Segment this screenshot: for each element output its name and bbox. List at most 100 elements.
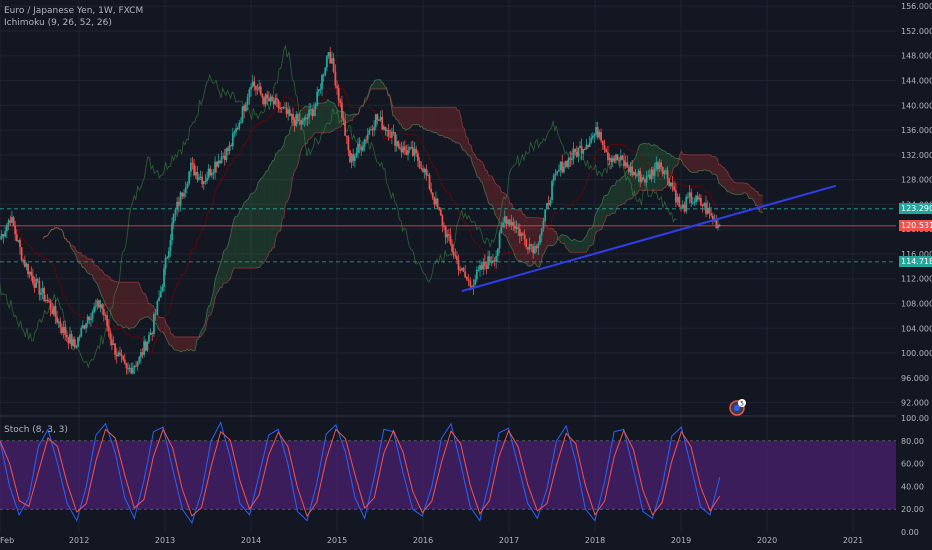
cloud-segment [82,255,84,268]
cloud-segment [554,231,557,245]
candle-body [374,114,377,127]
candle-body [259,86,262,95]
cloud-segment [566,235,568,249]
candle-body [293,120,296,126]
cloud-segment [246,199,249,269]
candle-body [537,243,540,249]
candle-body [503,216,506,223]
cloud-segment [177,336,180,351]
candle-body [502,222,504,228]
candle-body [171,223,173,241]
candle-body [120,354,123,356]
cloud-segment [483,164,486,194]
cloud-segment [702,154,705,171]
trendline[interactable] [461,184,837,293]
cloud-segment [498,185,500,224]
candle-body [623,160,625,167]
candle-body [202,181,205,185]
candle-body [352,154,355,161]
cloud-segment [707,154,709,172]
candle-body [451,243,453,252]
candle-body [705,202,707,214]
candle-body [395,141,398,146]
candle-body [680,206,682,208]
candle-body [251,81,254,87]
candle-body [430,188,433,193]
stoch-legend[interactable]: Stoch (8, 3, 3) [4,425,68,435]
candle-body [295,114,298,126]
ichimoku-legend[interactable]: Ichimoku (9, 26, 52, 26) [4,18,112,28]
candle-body [290,113,293,116]
candle-body [618,160,621,162]
candle-body [220,156,223,164]
cloud-segment [148,303,151,319]
cloud-segment [567,236,570,252]
cloud-segment [327,99,330,133]
cloud-segment [275,152,278,238]
cloud-segment [190,336,192,351]
candle-body [371,129,374,131]
cloud-segment [514,209,517,260]
candle-body [577,147,580,157]
cloud-segment [283,136,286,218]
price-level-lines [0,208,896,263]
cloud-segment [292,119,295,179]
cloud-segment [233,216,236,269]
price-axis[interactable]: 156.000 152.000 148.000 144.000 140.000 136.0… [901,2,932,537]
cloud-segment [459,110,461,146]
candle-body [710,213,713,216]
candle-body [250,86,252,90]
candle-body [700,197,702,205]
cloud-segment [321,103,324,133]
price-tick-label: 96.000 [901,374,929,383]
cloud-segment [581,240,584,253]
cloud-segment [266,170,268,260]
candle-body [41,288,44,293]
cloud-segment [221,251,224,288]
candle-body [591,135,594,138]
cloud-segment [180,336,183,352]
candle-body [110,339,113,346]
candle-body [386,130,388,132]
candle-body [23,260,26,267]
lead-span-a [42,79,763,353]
candle-body [613,158,616,161]
candle-body [331,58,333,64]
candle-body [347,136,350,151]
cloud-segment [452,107,455,142]
candle-body [373,126,376,131]
time-axis[interactable]: Feb 2012 2013 2014 2015 2016 2017 2018 2019 2020 2… [0,536,863,545]
cloud-segment [428,107,431,131]
cloud-segment [208,305,211,316]
candle-body [243,106,246,111]
cloud-segment [245,200,247,269]
candle-body [99,304,102,308]
candle-body [518,229,521,237]
cloud-segment [423,107,426,130]
cloud-segment [754,188,756,206]
candle-body [166,257,169,259]
candle-body [353,156,356,161]
cloud-segment [689,154,692,173]
cloud-segment [534,217,536,265]
candle-body [452,251,455,256]
candle-body [418,161,421,168]
candle-body [715,218,718,228]
cloud-segment [290,122,293,193]
cloud-segment [616,180,619,209]
candle-body [598,132,601,138]
candle-body [163,268,165,287]
cloud-segment [188,336,191,351]
cloud-segment [527,217,530,267]
symbol-legend[interactable]: Euro / Japanese Yen, 1W, FXCM [4,6,144,16]
candle-body [549,200,552,206]
candle-body [567,157,570,168]
alert-badge[interactable]: 5 [729,399,746,416]
cloud-segment [87,258,89,274]
candle-body [443,226,445,228]
cloud-segment [485,170,488,198]
cloud-segment [262,174,265,264]
candle-body [566,161,568,168]
candle-body [462,268,465,272]
